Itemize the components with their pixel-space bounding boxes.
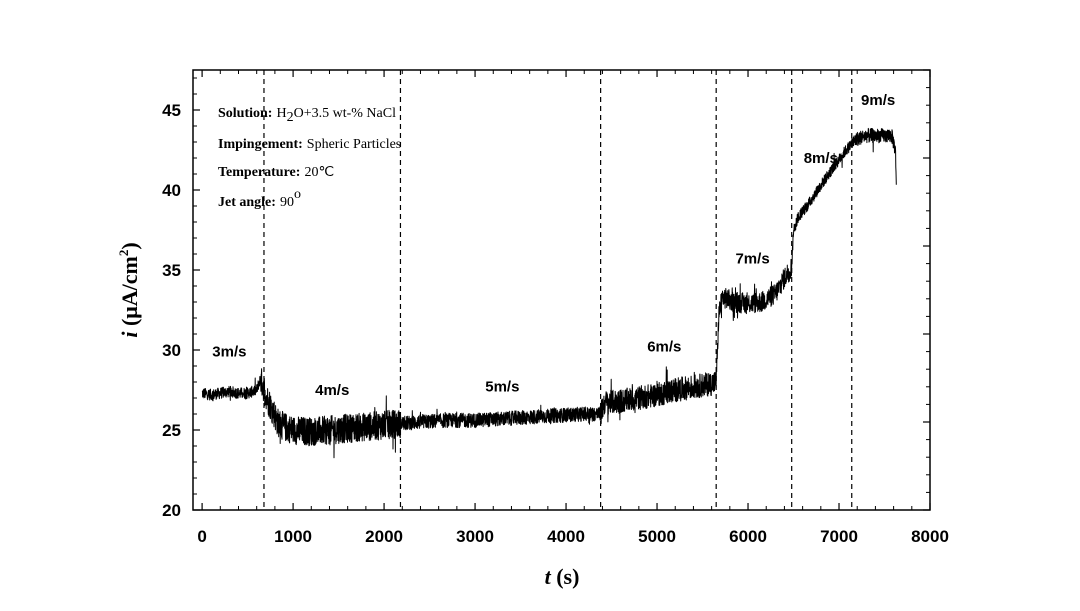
info-val-temperature: 20℃: [304, 165, 334, 180]
x-axis-var: t: [545, 564, 552, 589]
speed-label: 7m/s: [735, 251, 769, 268]
info-key-solution: Solution:: [218, 106, 272, 121]
y-tick-label: 20: [162, 501, 181, 520]
y-tick-label: 40: [162, 181, 181, 200]
x-tick-label: 6000: [729, 527, 767, 546]
svg-text:Jet angle:90o: Jet angle: 90o: [218, 187, 301, 210]
x-tick-label: 5000: [638, 527, 676, 546]
x-tick-label: 2000: [365, 527, 403, 546]
info-key-jet-angle: Jet angle:: [218, 195, 276, 210]
info-val-jet-angle-sup: o: [294, 187, 301, 202]
y-tick-labels: 20 25 30 35 40 45: [162, 101, 181, 520]
x-axis-title: t (s): [545, 564, 580, 589]
info-box: Solution: H2O+3.5 wt-% NaCl Impingement: S…: [218, 106, 401, 210]
info-val-jet-angle: 90: [280, 195, 294, 210]
y-tick-label: 35: [162, 261, 181, 280]
y-tick-label: 30: [162, 341, 181, 360]
svg-text:Impingement:Spheric Particles: Impingement: Spheric Particles: [218, 137, 401, 152]
x-tick-label: 8000: [911, 527, 949, 546]
x-tick-label: 0: [197, 527, 206, 546]
speed-label: 4m/s: [315, 382, 349, 399]
speed-label: 3m/s: [212, 343, 246, 360]
x-tick-label: 4000: [547, 527, 585, 546]
segment-boundaries: [263, 70, 853, 510]
y-axis-unit-end: ): [117, 242, 142, 249]
axis-ticks: [193, 69, 931, 511]
info-val-solution-b: O+3.5 wt-% NaCl: [294, 106, 396, 121]
info-key-impingement: Impingement:: [218, 137, 303, 152]
speed-label: 6m/s: [647, 339, 681, 356]
x-tick-label: 1000: [274, 527, 312, 546]
svg-text:Temperature:20℃: Temperature: 20℃: [218, 165, 334, 180]
speed-labels: 3m/s 4m/s 5m/s 6m/s 7m/s 8m/s 9m/s: [212, 92, 895, 399]
info-val-impingement: Spheric Particles: [307, 137, 401, 152]
y-axis-unit: (μA/cm: [117, 256, 142, 331]
info-val-solution-sub: 2: [287, 110, 294, 125]
y-axis-var: i: [117, 331, 142, 338]
x-axis-unit: (s): [551, 564, 580, 589]
speed-label: 9m/s: [861, 92, 895, 109]
y-axis-title: i (μA/cm2): [116, 242, 142, 337]
speed-label: 5m/s: [485, 379, 519, 396]
x-tick-label: 3000: [456, 527, 494, 546]
info-key-temperature: Temperature:: [218, 165, 300, 180]
x-tick-labels: 0 1000 2000 3000 4000 5000 6000 7000 8000: [197, 527, 949, 546]
y-tick-label: 45: [162, 101, 181, 120]
x-tick-label: 7000: [820, 527, 858, 546]
info-val-solution-a: H: [276, 106, 286, 121]
y-axis-unit-sup: 2: [116, 250, 131, 257]
series-line-current-density: [201, 127, 897, 459]
svg-text:Solution:H2O+3.5 wt-% NaCl: Solution: H2O+3.5 wt-% NaCl: [218, 106, 396, 125]
plot-frame: [192, 69, 931, 511]
y-tick-label: 25: [162, 421, 181, 440]
speed-label: 8m/s: [804, 150, 838, 167]
